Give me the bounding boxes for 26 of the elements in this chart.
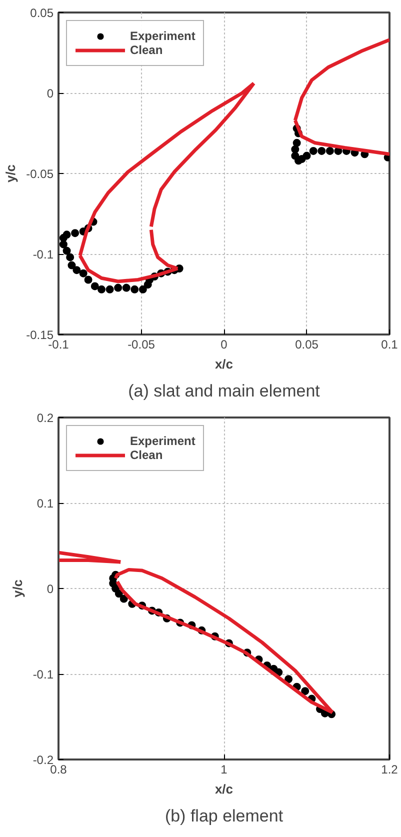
- y-tick-label: -0.15: [26, 328, 54, 342]
- y-tick-label: -0.05: [26, 167, 54, 181]
- x-axis-title: x/c: [214, 782, 234, 796]
- y-axis-title: y/c: [3, 164, 18, 183]
- x-tick-label: 0: [220, 338, 228, 352]
- x-tick-label: 0.1: [381, 338, 398, 352]
- text: (b) flap element: [164, 806, 284, 826]
- y-tick-label: 0.05: [30, 6, 54, 20]
- legend-label: Experiment: [130, 29, 196, 43]
- legend-label: Clean: [130, 43, 163, 57]
- y-tick-label: 0.2: [36, 411, 54, 425]
- y-axis-title: y/c: [10, 579, 25, 598]
- x-axis-title: x/c: [214, 356, 234, 372]
- x-tick-label: 1: [220, 762, 228, 776]
- y-tick-label: 0.1: [36, 496, 54, 510]
- x-tick-label: -0.05: [128, 338, 156, 352]
- y-tick-label: -0.1: [32, 248, 54, 262]
- y-tick-label: 0: [46, 86, 54, 100]
- y-tick-label: -0.1: [32, 668, 54, 682]
- x-tick-label: 1.2: [381, 762, 398, 776]
- x-tick-label: 0.05: [295, 338, 319, 352]
- text: (a) slat and main element: [128, 382, 320, 400]
- legend-label: Clean: [130, 448, 163, 462]
- legend-label: Experiment: [130, 434, 196, 448]
- x-tick-label: 0.8: [50, 762, 68, 776]
- y-tick-label: 0: [46, 582, 54, 596]
